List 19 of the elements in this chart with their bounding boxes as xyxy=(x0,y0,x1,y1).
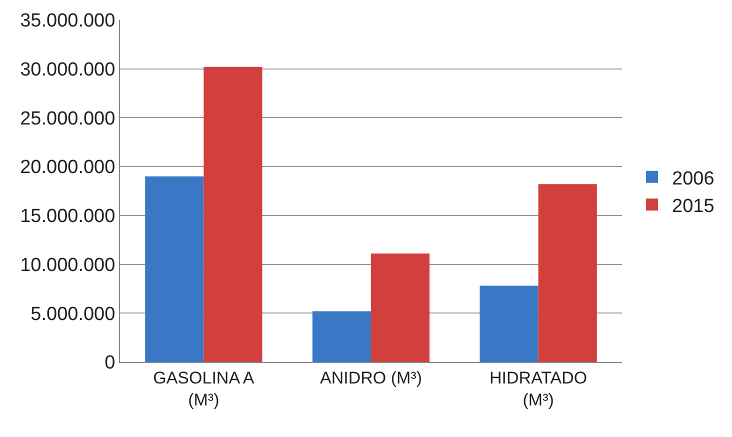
bar xyxy=(312,311,371,362)
bar xyxy=(371,254,430,362)
bar xyxy=(480,286,538,362)
x-tick-label: HIDRATADO (M³) xyxy=(490,368,588,410)
bar xyxy=(538,184,597,362)
y-tick-label: 5.000.000 xyxy=(30,304,116,325)
y-tick-label: 35.000.000 xyxy=(20,10,116,32)
x-tick-label: GASOLINA A (M³) xyxy=(153,368,255,410)
legend-label: 2006 xyxy=(672,168,714,190)
y-tick-label: 0 xyxy=(104,352,116,374)
bar xyxy=(145,176,204,362)
y-tick-label: 20.000.000 xyxy=(20,157,116,178)
y-tick-label: 25.000.000 xyxy=(20,108,116,130)
y-tick-label: 15.000.000 xyxy=(20,206,116,228)
y-tick-label: 10.000.000 xyxy=(20,254,116,276)
x-tick-label: ANIDRO (M³) xyxy=(320,368,422,388)
bar xyxy=(204,66,262,362)
legend-label: 2015 xyxy=(672,196,714,217)
y-tick-label: 30.000.000 xyxy=(20,60,116,81)
